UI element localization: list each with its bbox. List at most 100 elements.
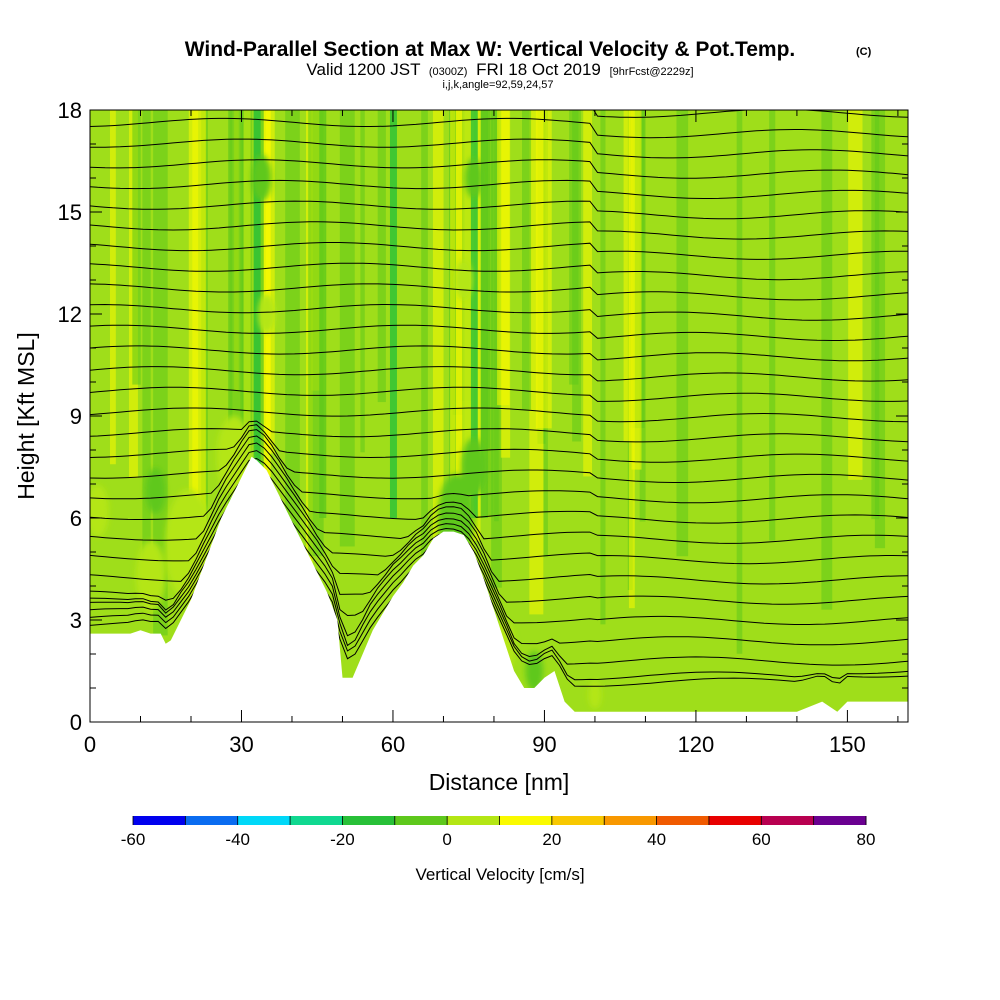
velocity-stripe: [450, 110, 456, 504]
isentrope-line: [90, 179, 908, 199]
isentropes: [90, 110, 908, 687]
isentrope-line: [90, 283, 908, 301]
velocity-stripe: [583, 110, 593, 477]
velocity-stripe: [421, 110, 428, 646]
velocity-stripe: [285, 110, 300, 590]
velocity-stripe: [109, 110, 116, 465]
y-tick-label: 12: [58, 302, 82, 327]
y-tick-label: 3: [70, 608, 82, 633]
x-axis-label: Distance [nm]: [429, 769, 570, 795]
chart-title-mark: (C): [856, 46, 872, 58]
velocity-stripe: [769, 110, 776, 541]
velocity-stripe: [463, 110, 471, 518]
colorbar-tick-label: 60: [752, 830, 771, 849]
isentrope-line: [90, 465, 908, 585]
velocity-stripe: [848, 110, 863, 480]
velocity-stripe: [569, 110, 579, 385]
colorbar-tick-label: 80: [857, 830, 876, 849]
downdraft-core: [461, 438, 487, 496]
colorbar-swatch: [394, 816, 448, 825]
colorbar-swatch: [708, 816, 762, 825]
velocity-stripe: [192, 110, 206, 583]
velocity-stripe: [500, 110, 511, 458]
colorbar-swatch: [290, 816, 343, 825]
velocity-stripe: [486, 110, 494, 516]
x-tick-label: 150: [829, 732, 866, 757]
velocity-stripe: [377, 110, 386, 403]
x-tick-label: 120: [678, 732, 715, 757]
velocity-stripe: [676, 110, 689, 557]
colorbar-tick-label: 0: [442, 830, 451, 849]
velocity-stripe: [480, 110, 488, 518]
isentrope-line: [90, 407, 908, 423]
updraft-core: [454, 260, 473, 300]
y-tick-label: 9: [70, 404, 82, 429]
subtitle-utc: (0300Z): [429, 66, 468, 78]
isentrope-line: [90, 386, 908, 402]
updraft-core: [135, 540, 166, 611]
downdraft-core: [145, 467, 166, 514]
isentrope-line: [90, 450, 908, 544]
velocity-stripe: [631, 110, 642, 470]
y-tick-label: 6: [70, 506, 82, 531]
velocity-stripe: [600, 110, 606, 625]
subtitle-fcst: [9hrFcst@2229z]: [610, 66, 694, 78]
colorbar-tick-label: 20: [542, 830, 561, 849]
colorbar-swatch: [237, 816, 291, 825]
colorbar-tick-label: -20: [330, 830, 355, 849]
terrain: [90, 456, 908, 722]
velocity-stripe: [623, 110, 633, 442]
velocity-stripe: [227, 110, 233, 649]
isentrope-line: [90, 200, 908, 220]
y-axis-label: Height [Kft MSL]: [13, 332, 39, 499]
axes: 0 30 60 90 120 150 0 3 6 9 12 15 18: [58, 98, 908, 757]
velocity-stripe: [389, 110, 397, 518]
colorbar-swatch: [185, 816, 239, 825]
x-tick-label: 60: [381, 732, 405, 757]
isentrope-line: [90, 429, 908, 483]
updraft-core: [588, 680, 602, 709]
velocity-stripe: [319, 110, 327, 518]
isentrope-line: [90, 442, 908, 524]
velocity-stripe: [243, 110, 251, 518]
velocity-stripe: [470, 110, 478, 518]
colorbar-swatch: [499, 816, 553, 825]
velocity-stripe: [736, 110, 743, 654]
plot-area: [90, 110, 908, 722]
subtitle-valid: Valid 1200 JST: [306, 60, 420, 79]
colorbar-swatch: [447, 816, 500, 825]
velocity-stripe: [494, 110, 499, 522]
x-tick-label: 0: [84, 732, 96, 757]
colorbar-tick-label: -60: [121, 830, 146, 849]
isentrope-line: [90, 138, 908, 159]
velocity-stripe: [253, 110, 261, 518]
colorbar-title: Vertical Velocity [cm/s]: [415, 865, 584, 884]
velocity-stripe: [522, 110, 532, 410]
chart-subtitle-line2: i,j,k,angle=92,59,24,57: [442, 79, 553, 91]
velocity-stripe: [874, 110, 886, 549]
y-tick-label: 15: [58, 200, 82, 225]
colorbar-swatch: [656, 816, 710, 825]
isentrope-line: [90, 221, 908, 240]
colorbar-swatch: [342, 816, 396, 825]
colorbar-swatch: [551, 816, 605, 825]
velocity-stripe: [432, 110, 444, 578]
isentrope-line: [90, 242, 908, 260]
x-tick-label: 90: [532, 732, 556, 757]
velocity-stripe: [132, 110, 141, 385]
isentrope-line: [90, 262, 908, 281]
velocity-stripe: [455, 110, 463, 518]
updraft-core: [257, 294, 276, 334]
chart-subtitle: Valid 1200 JST (0300Z) FRI 18 Oct 2019 […: [306, 60, 693, 79]
colorbar-swatch: [813, 816, 867, 825]
colorbar-swatch: [604, 816, 658, 825]
y-tick-label: 0: [70, 710, 82, 735]
downdraft-core: [251, 155, 272, 201]
isentrope-line: [90, 420, 908, 443]
colorbar-swatch: [761, 816, 815, 825]
isentrope-line: [90, 345, 908, 362]
velocity-stripe: [628, 110, 635, 609]
y-tick-label: 18: [58, 98, 82, 123]
velocity-stripe: [142, 110, 151, 574]
